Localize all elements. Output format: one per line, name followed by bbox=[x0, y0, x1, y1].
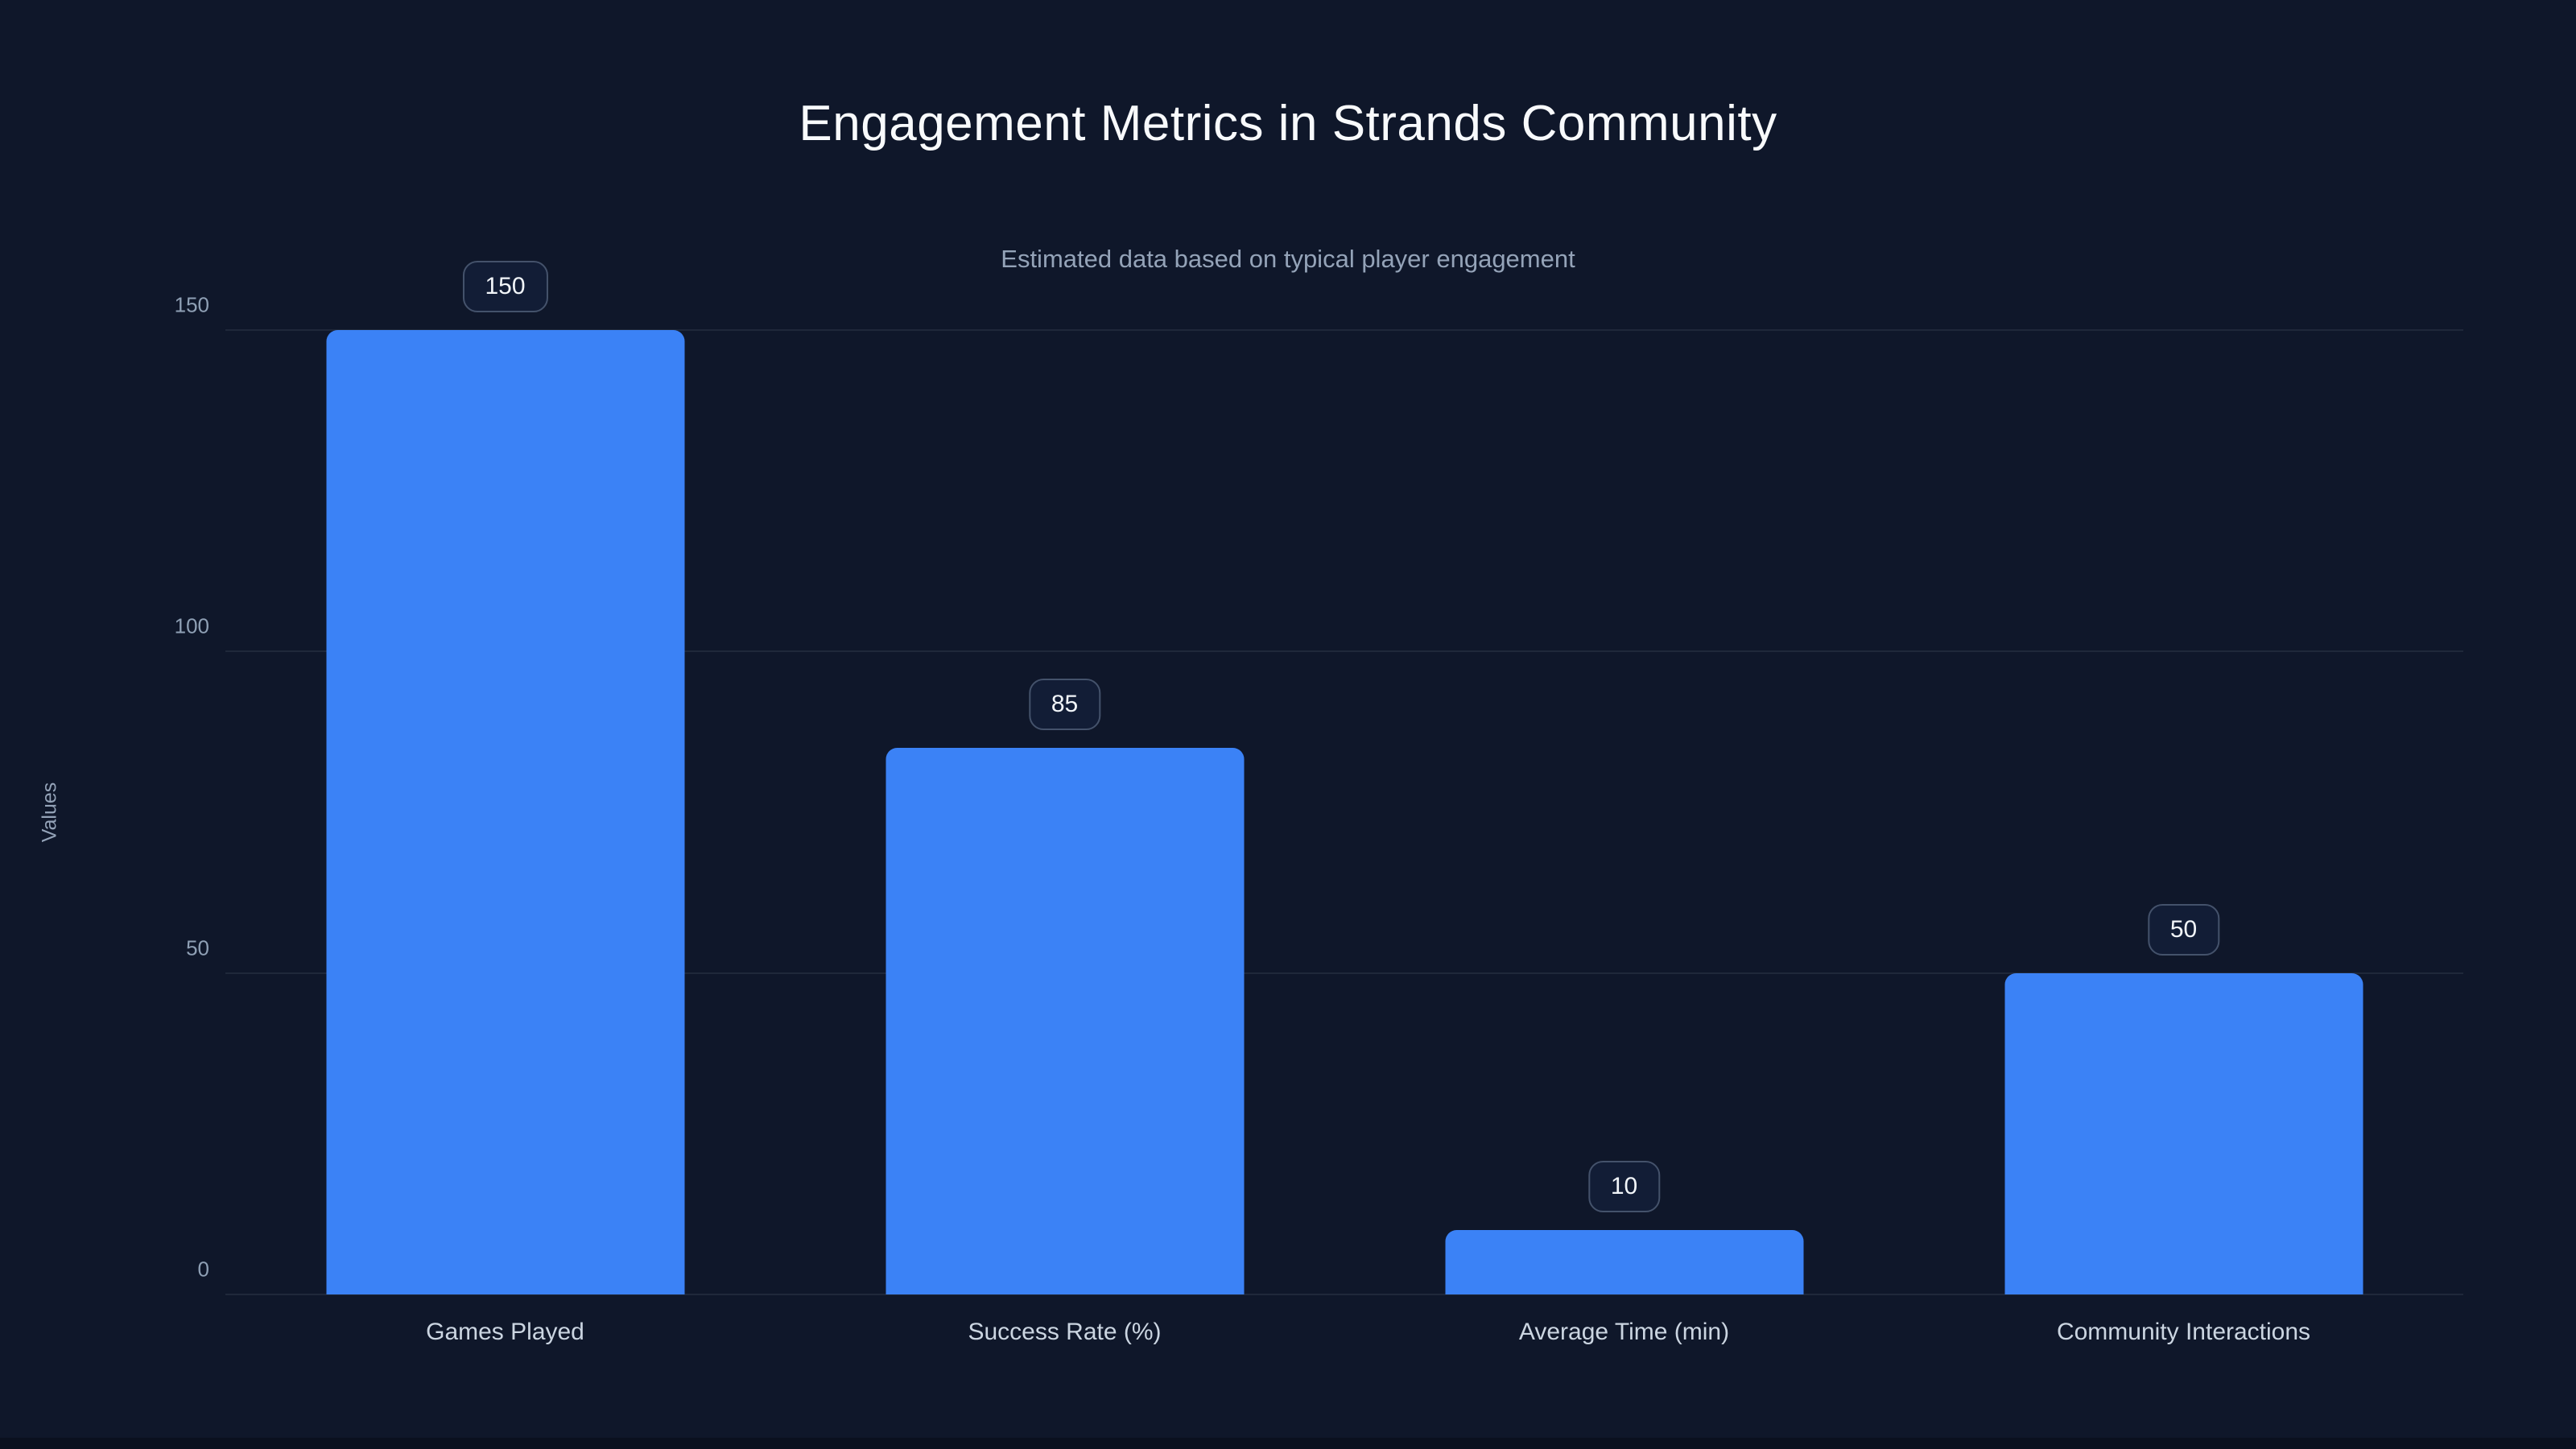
gridline bbox=[225, 650, 2463, 653]
bar-group-games-played: 150 bbox=[225, 261, 785, 1294]
chart-title: Engagement Metrics in Strands Community bbox=[799, 96, 1777, 151]
x-tick-label-community-interactions: Community Interactions bbox=[2056, 1319, 2311, 1345]
y-tick-label: 100 bbox=[174, 613, 209, 638]
plot-area: 0 50 100 150 Values 150 85 10 50 Games Played S… bbox=[39, 261, 2463, 1345]
value-badge-success-rate: 85 bbox=[1028, 679, 1101, 731]
chart-subtitle: Estimated data based on typical player e… bbox=[1001, 245, 1575, 273]
bars: 150 85 10 50 bbox=[225, 261, 2463, 1294]
bar-group-average-time-min: 10 bbox=[1344, 330, 1904, 1294]
x-tick-label-average-time-min: Average Time (min) bbox=[1518, 1319, 1730, 1345]
bar-success-rate bbox=[886, 748, 1244, 1294]
footer-strip bbox=[0, 1438, 2576, 1449]
x-axis-labels: Games Played Success Rate (%) Average Time… bbox=[225, 1319, 2463, 1346]
y-tick-label: 150 bbox=[174, 292, 209, 317]
y-axis-title: Values bbox=[38, 782, 61, 843]
value-badge-games-played: 150 bbox=[462, 261, 548, 312]
gridline bbox=[225, 1294, 2463, 1295]
value-badge-average-time-min: 10 bbox=[1587, 1161, 1661, 1213]
x-tick-label-success-rate: Success Rate (%) bbox=[968, 1319, 1162, 1345]
gridline bbox=[225, 972, 2463, 974]
value-badge-community-interactions: 50 bbox=[2147, 903, 2220, 956]
bar-group-community-interactions: 50 bbox=[1904, 330, 2463, 1294]
y-tick-label: 50 bbox=[186, 935, 209, 960]
bar-average-time-min bbox=[1445, 1230, 1803, 1294]
gridline bbox=[225, 329, 2463, 331]
bar-group-success-rate: 85 bbox=[785, 330, 1344, 1294]
bar-community-interactions bbox=[2004, 972, 2363, 1294]
bar-games-played bbox=[326, 330, 684, 1294]
x-tick-label-games-played: Games Played bbox=[426, 1319, 584, 1345]
y-tick-label: 0 bbox=[197, 1257, 209, 1282]
